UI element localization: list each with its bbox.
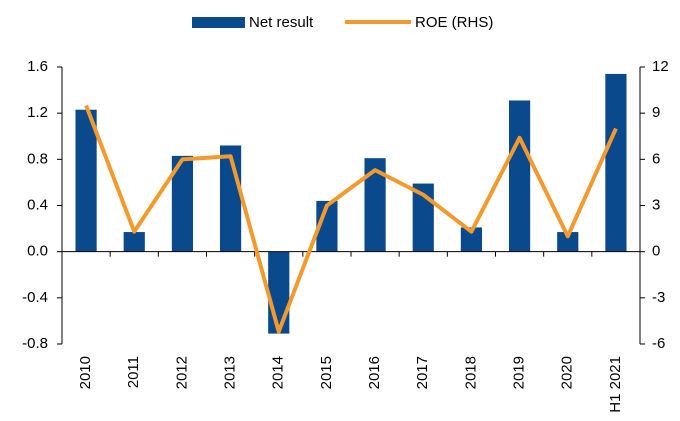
y2-tick-label: 6 (652, 150, 660, 167)
bar (460, 227, 483, 252)
legend-label: Net result (249, 14, 314, 31)
x-tick-label: 2015 (318, 356, 335, 389)
y-tick-label: 1.2 (27, 104, 48, 121)
legend-swatch (192, 17, 245, 28)
y2-tick-label: 12 (652, 58, 669, 75)
x-tick-label: 2019 (511, 356, 528, 389)
y-tick-label: 0.4 (27, 196, 48, 213)
bar (508, 100, 531, 252)
y-tick-label: 0.8 (27, 150, 48, 167)
x-tick-label: 2017 (414, 356, 431, 389)
bar (316, 200, 338, 252)
bar (123, 232, 145, 252)
bar (268, 251, 290, 334)
x-tick-label: 2016 (366, 356, 383, 389)
x-tick-label: 2012 (173, 356, 190, 389)
y-tick-label: 0.0 (27, 243, 48, 260)
y2-tick-label: 3 (652, 196, 660, 213)
line (84, 104, 618, 334)
x-tick-label: 2018 (462, 356, 479, 389)
y2-tick-label: -6 (652, 335, 665, 352)
legend-label: ROE (RHS) (415, 14, 493, 31)
bar (605, 73, 627, 252)
y2-tick-label: 0 (652, 243, 660, 260)
bar (557, 232, 579, 252)
bar (75, 109, 97, 252)
x-tick-label: H1 2021 (607, 356, 624, 413)
x-tick-label: 2014 (270, 356, 287, 389)
bar (364, 158, 386, 252)
x-tick-label: 2013 (222, 356, 239, 389)
y2-tick-label: -3 (652, 289, 665, 306)
bar (171, 155, 194, 252)
y-tick-label: 1.6 (27, 58, 48, 75)
y2-tick-label: 9 (652, 104, 660, 121)
x-tick-label: 2011 (125, 356, 142, 388)
y-tick-label: -0.4 (22, 289, 48, 306)
x-tick-label: 2020 (559, 356, 576, 389)
x-tick-label: 2010 (77, 356, 94, 389)
y-tick-label: -0.8 (22, 335, 48, 352)
